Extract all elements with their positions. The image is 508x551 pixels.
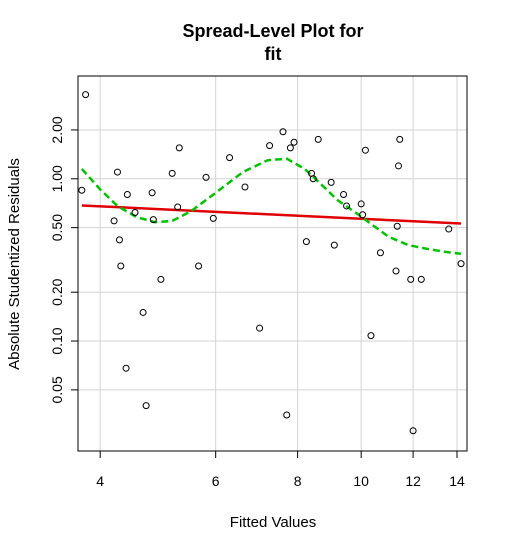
point-layer	[78, 91, 465, 435]
x-axis: 4 6 8 10 12 14	[96, 451, 465, 489]
data-point-16	[175, 144, 183, 152]
data-point-41	[392, 267, 400, 275]
chart-title-line2: fit	[265, 44, 282, 64]
data-point-26	[286, 144, 294, 152]
y-tick-label-4: 1.00	[49, 165, 65, 192]
data-point-12	[149, 216, 157, 224]
x-tick-label-2: 8	[294, 473, 302, 489]
data-point-11	[148, 189, 156, 197]
data-point-7	[123, 191, 131, 199]
data-point-48	[445, 225, 453, 233]
data-point-5	[117, 262, 125, 270]
data-point-46	[409, 427, 417, 435]
data-point-9	[139, 308, 147, 316]
data-point-38	[361, 146, 369, 154]
chart-title-line1: Spread-Level Plot for	[182, 21, 363, 41]
data-point-42	[393, 222, 401, 230]
y-tick-label-3: 0.50	[49, 214, 65, 241]
smooth-line	[80, 157, 462, 256]
data-point-39	[367, 332, 375, 340]
x-tick-label-4: 12	[405, 473, 421, 489]
y-axis: 0.05 0.10 0.20 0.50 1.00 2.00	[49, 116, 78, 403]
grid-layer	[78, 76, 467, 451]
data-point-49	[457, 260, 465, 268]
data-point-35	[343, 202, 351, 210]
data-point-47	[417, 275, 425, 283]
data-point-4	[115, 236, 123, 244]
data-point-36	[357, 200, 365, 208]
y-tick-label-2: 0.20	[49, 278, 65, 305]
plot-frame	[77, 75, 468, 452]
y-tick-label-0: 0.05	[49, 376, 65, 403]
data-point-31	[314, 135, 322, 143]
smooth-line-layer	[80, 157, 462, 256]
data-point-17	[195, 262, 203, 270]
y-tick-label-1: 0.10	[49, 327, 65, 354]
data-point-18	[202, 173, 210, 181]
data-point-19	[209, 214, 217, 222]
data-point-25	[283, 411, 291, 419]
y-axis-label: Absolute Studentized Residuals	[6, 158, 23, 370]
data-point-14	[168, 169, 176, 177]
data-point-2	[110, 217, 118, 225]
data-point-33	[330, 241, 338, 249]
data-point-45	[407, 275, 415, 283]
data-point-6	[122, 364, 130, 372]
data-point-13	[157, 275, 165, 283]
data-point-15	[174, 203, 182, 211]
data-point-3	[113, 168, 121, 176]
data-point-40	[376, 249, 384, 257]
fit-line	[81, 204, 462, 225]
data-point-8	[131, 208, 139, 216]
y-tick-label-5: 2.00	[49, 116, 65, 143]
data-point-34	[340, 191, 348, 199]
x-tick-label-5: 14	[449, 473, 465, 489]
x-tick-label-1: 6	[212, 473, 220, 489]
data-point-23	[266, 142, 274, 150]
x-tick-label-3: 10	[353, 473, 369, 489]
data-point-27	[290, 138, 298, 146]
data-point-21	[241, 183, 249, 191]
data-point-32	[327, 178, 335, 186]
x-tick-label-0: 4	[96, 473, 104, 489]
data-point-44	[396, 135, 404, 143]
data-point-10	[142, 402, 150, 410]
data-point-20	[226, 154, 234, 162]
data-point-0	[78, 186, 86, 194]
data-point-1	[82, 91, 90, 99]
x-axis-label: Fitted Values	[230, 514, 316, 531]
data-point-22	[256, 324, 264, 332]
fit-line-layer	[81, 204, 462, 225]
data-point-24	[279, 128, 287, 136]
data-point-30	[309, 175, 317, 183]
data-point-37	[359, 211, 367, 219]
data-point-28	[302, 238, 310, 246]
data-point-43	[394, 162, 402, 170]
